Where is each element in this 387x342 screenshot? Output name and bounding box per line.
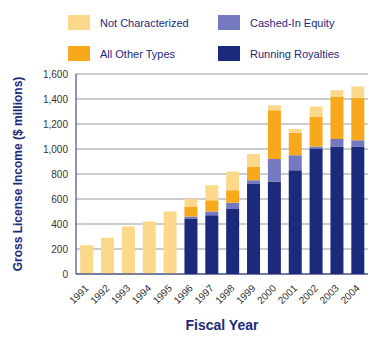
html-text:All Other Types: All Other Types [100, 47, 175, 60]
svg-text:1999: 1999 [234, 282, 258, 306]
svg-text:1996: 1996 [171, 282, 195, 306]
svg-text:1998: 1998 [213, 282, 237, 306]
svg-text:Fiscal Year: Fiscal Year [186, 317, 259, 332]
svg-text:1991: 1991 [67, 282, 91, 306]
svg-text:1997: 1997 [192, 282, 216, 306]
svg-text:2004: 2004 [338, 282, 362, 306]
svg-text:1994: 1994 [130, 282, 154, 306]
svg-text:1993: 1993 [109, 282, 133, 306]
html-text:Not Characterized: Not Characterized [100, 16, 189, 29]
svg-text:Gross License Income ($ millio: Gross License Income ($ millions) [11, 77, 25, 272]
svg-text:600: 600 [51, 194, 68, 205]
svg-text:1992: 1992 [88, 282, 112, 306]
svg-text:1,000: 1,000 [43, 144, 68, 155]
html-text:Running Royalties: Running Royalties [250, 47, 340, 60]
svg-text:200: 200 [51, 244, 68, 255]
svg-text:400: 400 [51, 219, 68, 230]
svg-text:2001: 2001 [276, 282, 300, 306]
svg-text:800: 800 [51, 169, 68, 180]
svg-text:2000: 2000 [255, 282, 279, 306]
svg-text:0: 0 [62, 269, 68, 280]
svg-text:1,600: 1,600 [43, 69, 68, 80]
svg-text:1,400: 1,400 [43, 94, 68, 105]
svg-text:2003: 2003 [317, 282, 341, 306]
svg-text:1995: 1995 [151, 282, 175, 306]
html-text:Cashed-In Equity: Cashed-In Equity [250, 16, 335, 29]
svg-text:1,200: 1,200 [43, 119, 68, 130]
svg-text:2002: 2002 [297, 282, 321, 306]
